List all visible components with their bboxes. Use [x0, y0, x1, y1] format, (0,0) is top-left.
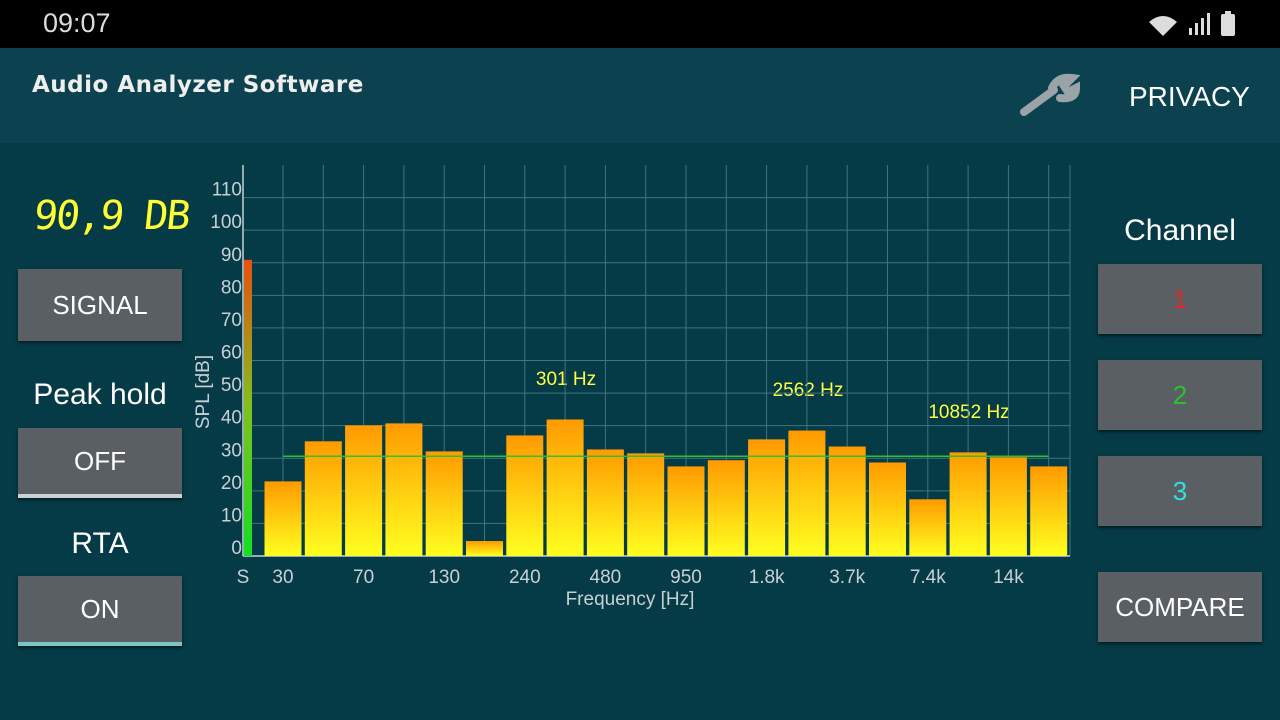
bar [586, 449, 624, 556]
peak-annotation: 2562 Hz [773, 380, 844, 401]
bar [788, 430, 826, 556]
bar [707, 460, 745, 556]
bar [748, 439, 786, 556]
bar [1030, 466, 1068, 556]
bar [949, 452, 987, 556]
status-bar [0, 0, 1280, 48]
signal-button[interactable]: SIGNAL [18, 269, 182, 341]
y-tick-label: 40 [221, 408, 242, 429]
bar [385, 423, 423, 556]
y-tick-label: 50 [221, 375, 242, 396]
channel-label: Channel [1124, 214, 1236, 247]
bar [909, 499, 947, 556]
bar [506, 435, 544, 556]
y-axis-title: SPL [dB] [193, 355, 214, 429]
bar [345, 425, 383, 556]
x-tick-label: 30 [272, 567, 293, 588]
privacy-button[interactable]: PRIVACY [1129, 81, 1250, 112]
y-tick-label: 10 [221, 505, 242, 526]
bar [989, 457, 1027, 556]
peak-annotation: 10852 Hz [928, 402, 1009, 423]
bar [425, 451, 463, 556]
clock: 09:07 [43, 8, 111, 38]
x-tick-label: 14k [993, 567, 1024, 588]
x-tick-label: 70 [353, 567, 374, 588]
channel-1-button[interactable]: 1 [1098, 264, 1262, 334]
channel-2-button[interactable]: 2 [1098, 360, 1262, 430]
y-tick-label: 60 [221, 343, 242, 364]
x-tick-label: 3.7k [829, 567, 865, 588]
spectrum-chart: Frequency [Hz] SPL [dB] 301 Hz 2562 Hz 1… [193, 165, 1071, 610]
bar [627, 453, 665, 556]
app-title: Audio Analyzer Software [32, 72, 364, 98]
peak-annotation: 301 Hz [536, 369, 596, 390]
x-tick-label: 130 [428, 567, 460, 588]
x-tick-label: S [237, 567, 250, 588]
x-axis-title: Frequency [Hz] [566, 589, 695, 610]
x-tick-label: 7.4k [910, 567, 946, 588]
y-tick-label: 110 [212, 180, 242, 201]
y-tick-label: 30 [221, 440, 242, 461]
settings-icon[interactable] [1018, 72, 1082, 120]
x-tick-label: 950 [670, 567, 702, 588]
status-icons [1149, 11, 1235, 36]
rta-button[interactable]: ON [18, 576, 182, 646]
bar [264, 481, 302, 556]
rta-label: RTA [71, 527, 129, 560]
x-tick-label: 480 [590, 567, 622, 588]
y-tick-label: 70 [221, 310, 242, 331]
x-tick-label: 1.8k [749, 567, 785, 588]
peak-hold-button[interactable]: OFF [18, 428, 182, 498]
x-tick-label: 240 [509, 567, 541, 588]
y-tick-label: 80 [221, 277, 242, 298]
bar [828, 446, 866, 556]
y-tick-label: 0 [231, 538, 242, 559]
bar [869, 462, 906, 556]
bar [667, 466, 705, 556]
y-tick-label: 20 [221, 473, 242, 494]
compare-button[interactable]: COMPARE [1098, 572, 1262, 642]
peak-hold-label: Peak hold [33, 378, 167, 411]
y-tick-label: 90 [221, 245, 242, 266]
bar [546, 419, 584, 556]
y-tick-label: 100 [210, 212, 242, 233]
bar [466, 541, 503, 556]
signal-bar [244, 259, 252, 556]
bar [304, 441, 342, 556]
channel-3-button[interactable]: 3 [1098, 456, 1262, 526]
